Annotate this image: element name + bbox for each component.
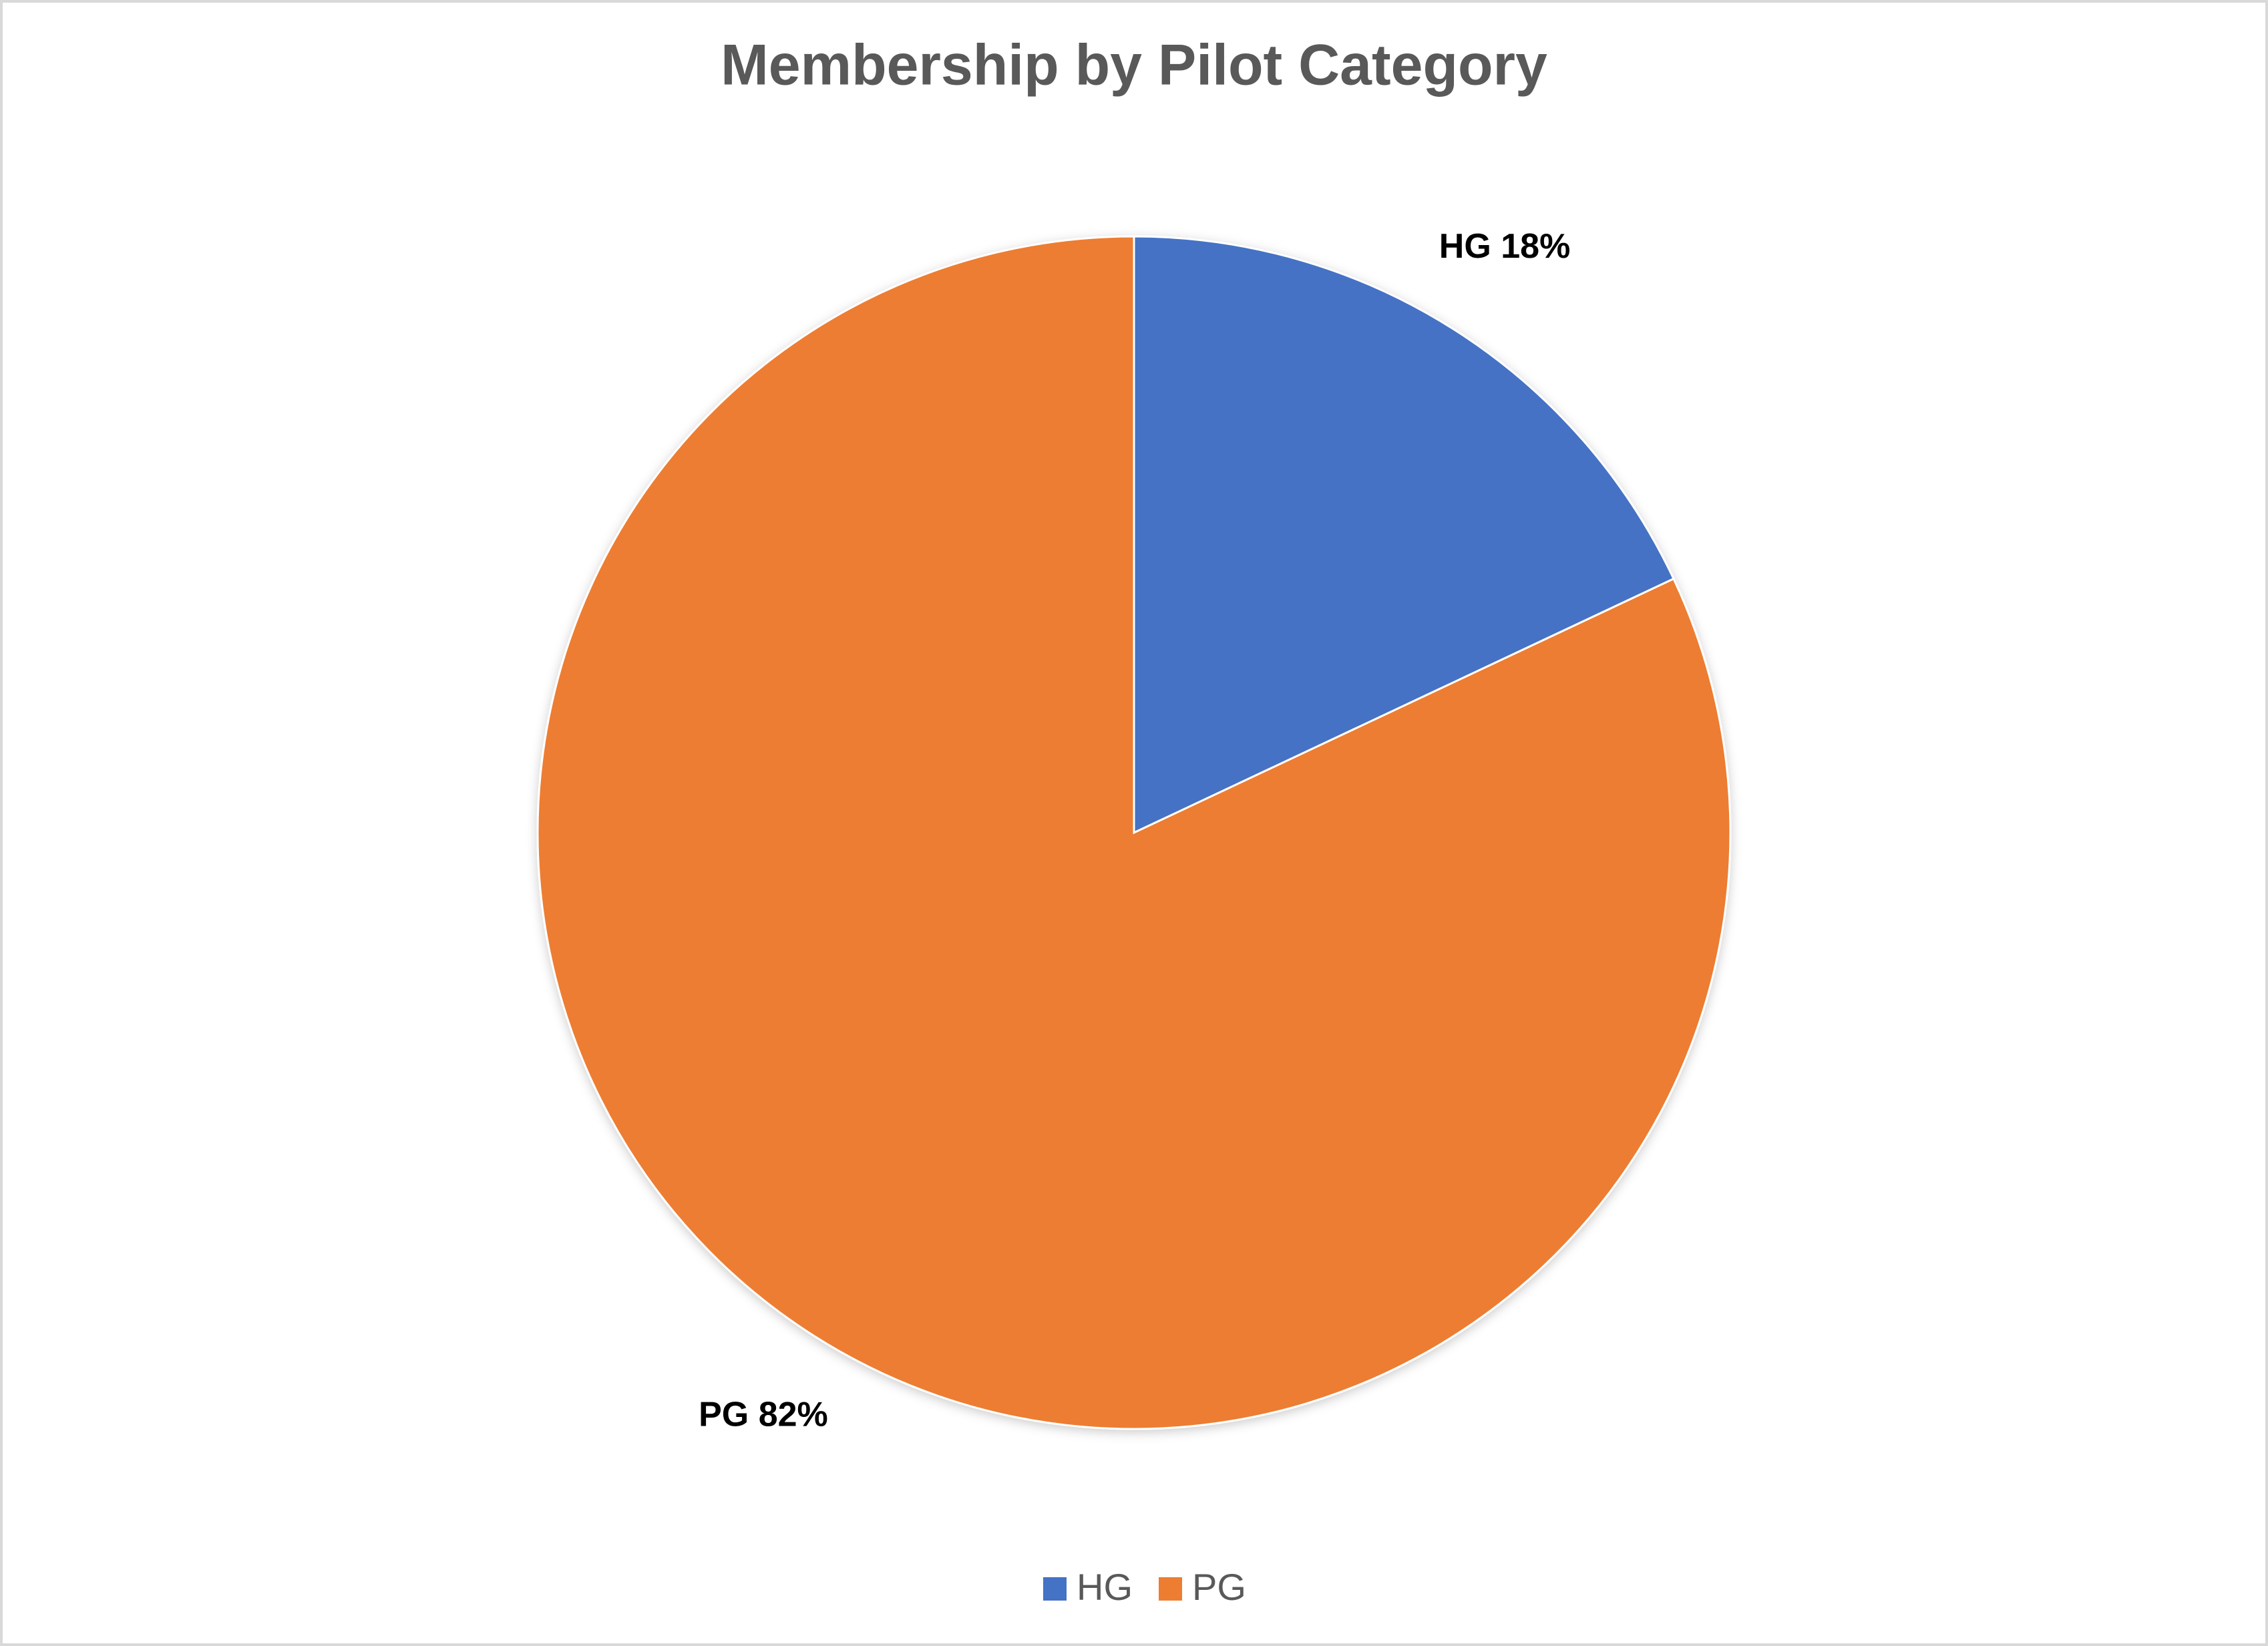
- data-label: HG 18%: [1439, 227, 1571, 266]
- data-label: PG 82%: [699, 1395, 828, 1434]
- legend-label: HG: [1077, 1566, 1133, 1608]
- chart-title: Membership by Pilot Category: [721, 33, 1547, 97]
- pie: [536, 235, 1732, 1430]
- legend-swatch: [1043, 1577, 1067, 1601]
- pie-slice: [1133, 235, 1676, 835]
- pie-slice: [536, 235, 1732, 1430]
- legend-swatch: [1159, 1577, 1182, 1601]
- legend-label: PG: [1192, 1566, 1246, 1608]
